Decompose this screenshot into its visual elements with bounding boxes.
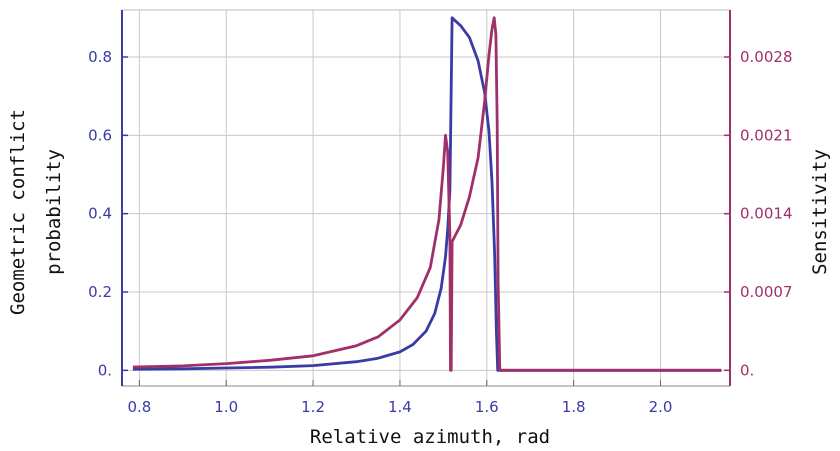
- left-axis-title-line1: Geometric conflict: [7, 109, 29, 315]
- right-y-tick-label: 0.0021: [740, 126, 793, 144]
- x-tick-label: 2.0: [649, 398, 673, 416]
- left-y-tick-label: 0.6: [88, 126, 112, 144]
- left-y-tick-label: 0.4: [88, 205, 112, 223]
- grid: [122, 10, 730, 386]
- x-tick-label: 0.8: [127, 398, 151, 416]
- right-axis-title: Sensitivity: [809, 149, 831, 275]
- right-y-tick-label: 0.0007: [740, 283, 793, 301]
- x-tick-label: 1.6: [475, 398, 499, 416]
- left-y-tick-label: 0.: [98, 361, 112, 379]
- axes: 0.8 1.0 1.2 1.4 1.6 1.8 2.0 0. 0.2 0.4 0.6 0.8 0. 0.0…: [88, 9, 793, 416]
- x-tick-label: 1.8: [562, 398, 586, 416]
- probability-series-line: [132, 16, 722, 372]
- right-y-tick-label: 0.0014: [740, 205, 793, 223]
- sensitivity-series-line: [132, 16, 722, 372]
- series: [132, 16, 722, 372]
- x-tick-label: 1.2: [301, 398, 325, 416]
- x-axis-title: Relative azimuth, rad: [310, 426, 550, 448]
- left-y-tick-label: 0.2: [88, 283, 112, 301]
- left-y-tick-label: 0.8: [88, 48, 112, 66]
- right-y-tick-label: 0.0028: [740, 48, 793, 66]
- x-tick-label: 1.4: [388, 398, 412, 416]
- labels: Relative azimuth, rad Geometric conflict…: [7, 109, 831, 448]
- right-y-tick-label: 0.: [740, 361, 754, 379]
- x-tick-label: 1.0: [214, 398, 238, 416]
- left-axis-title-line2: probability: [43, 149, 65, 275]
